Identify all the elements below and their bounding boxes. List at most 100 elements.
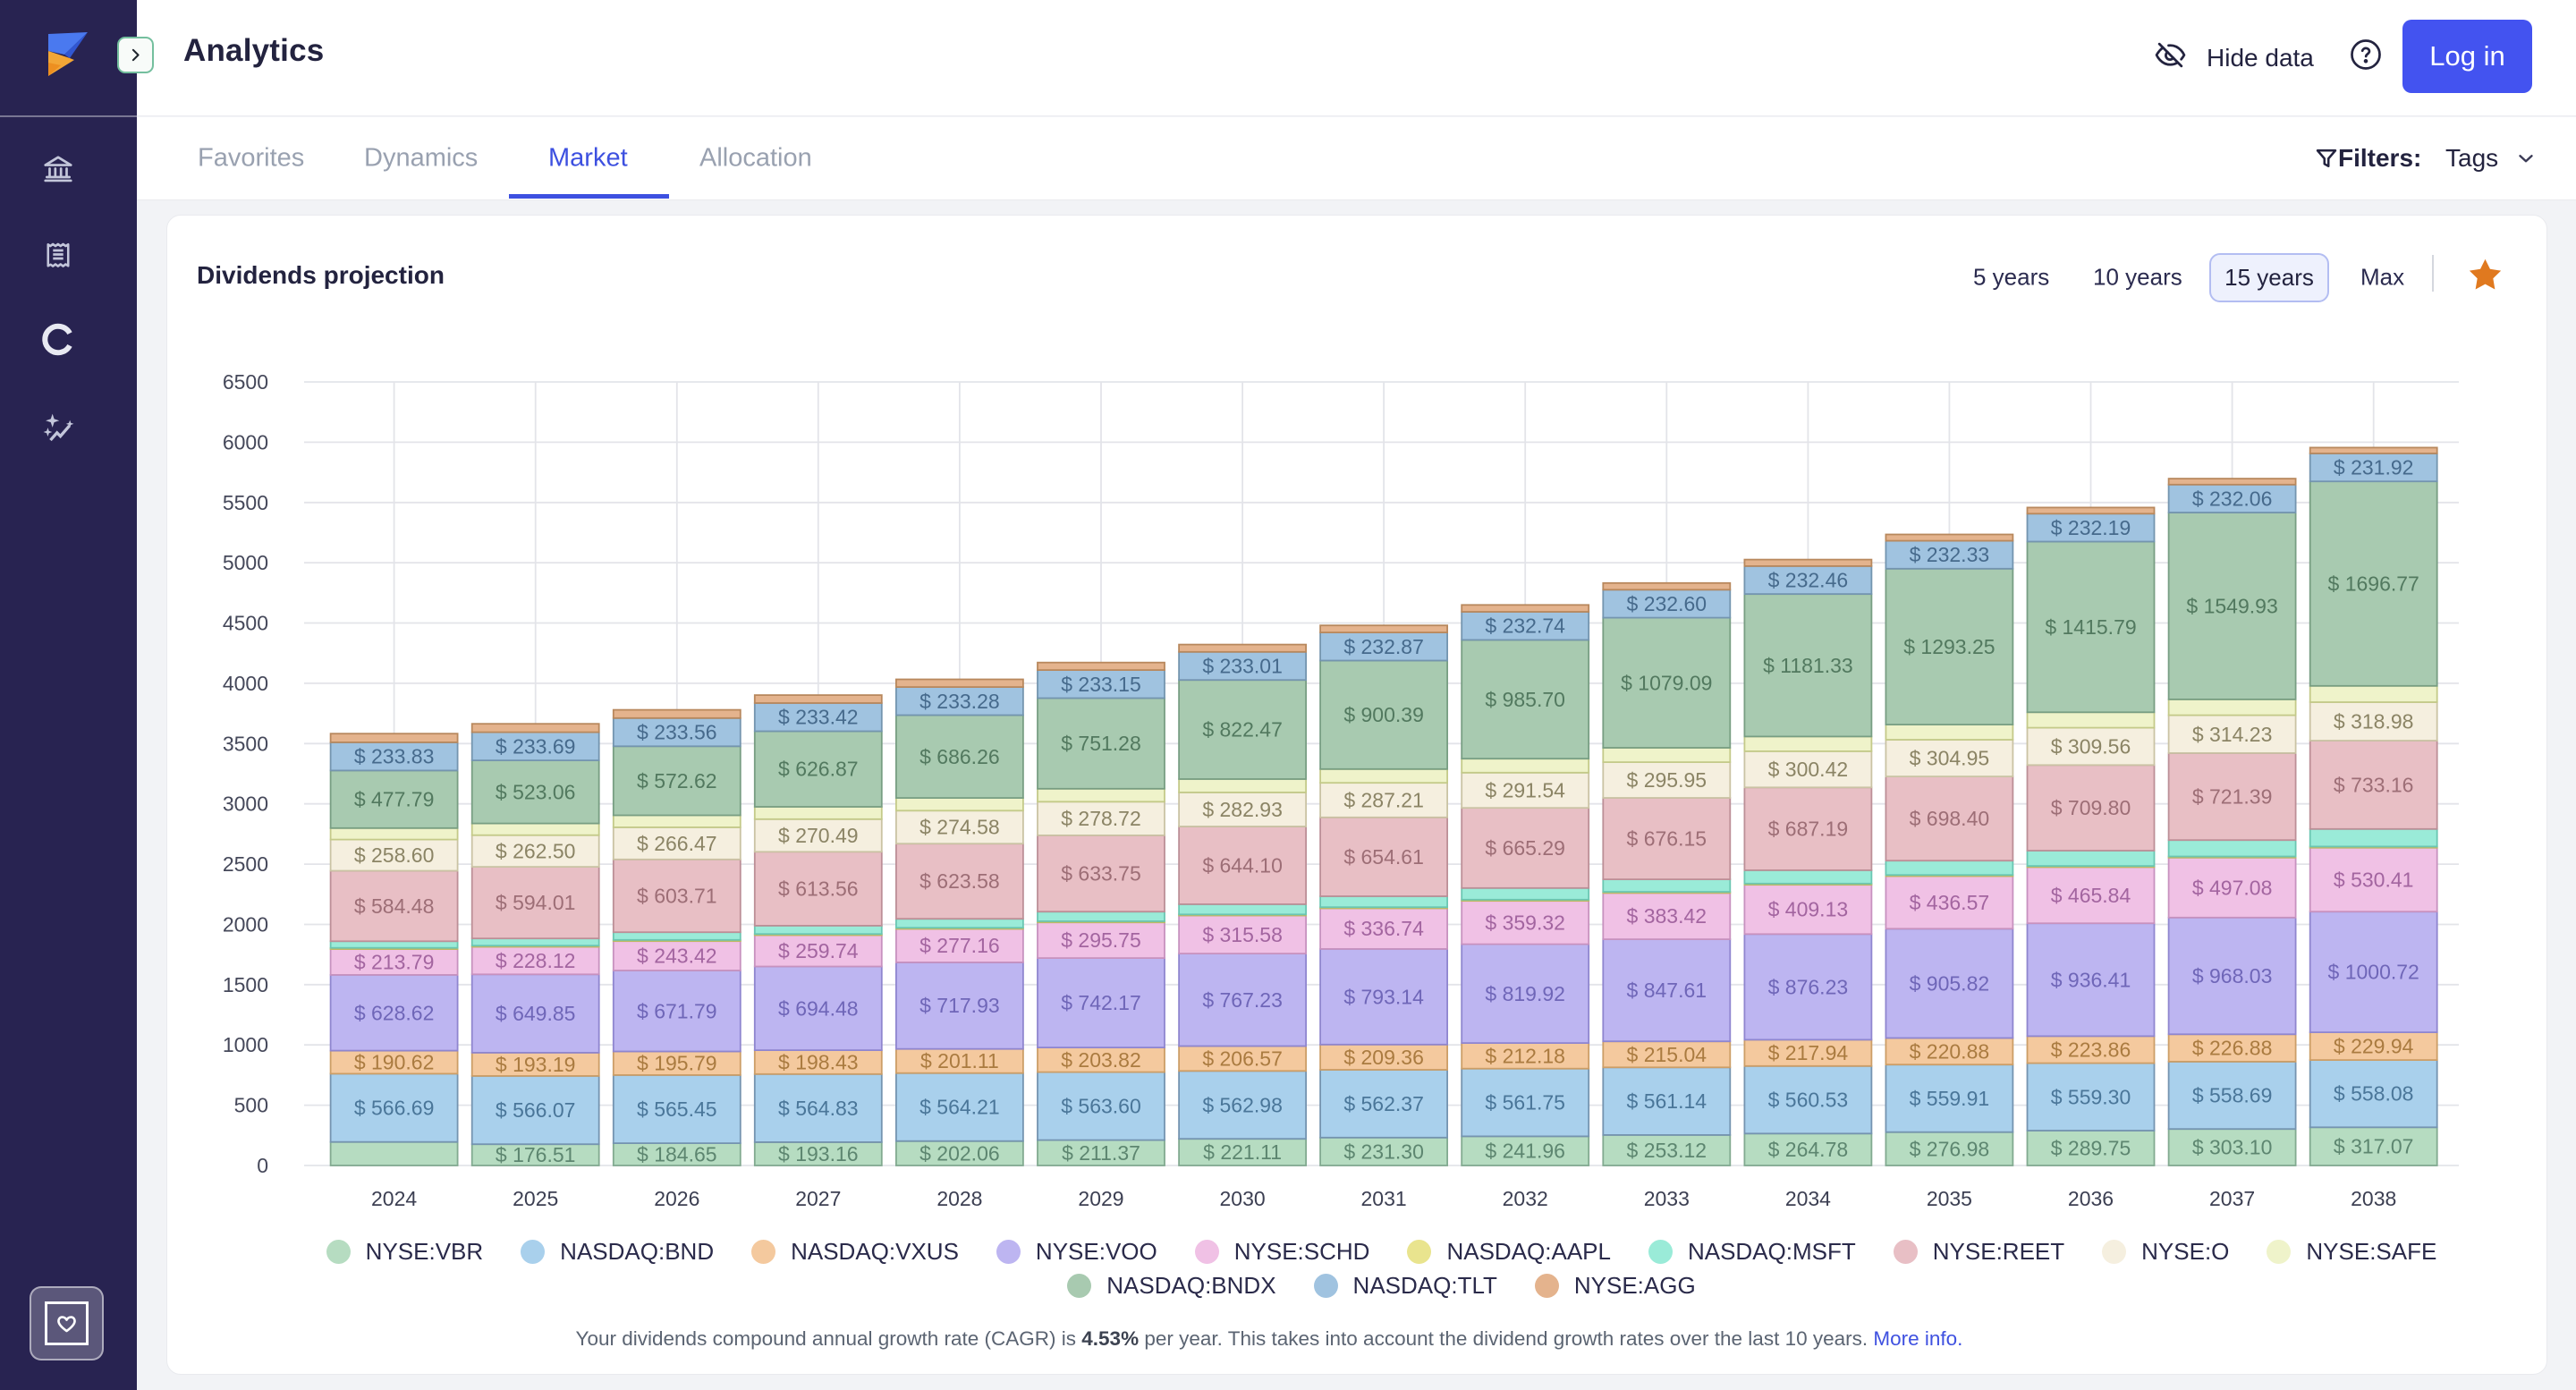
svg-text:4000: 4000 — [223, 672, 268, 695]
svg-text:$ 176.51: $ 176.51 — [496, 1143, 576, 1166]
svg-text:$ 253.12: $ 253.12 — [1627, 1139, 1707, 1162]
svg-text:$ 436.57: $ 436.57 — [1910, 891, 1990, 914]
svg-text:2033: 2033 — [1644, 1187, 1690, 1210]
svg-text:$ 304.95: $ 304.95 — [1910, 747, 1990, 770]
svg-text:$ 628.62: $ 628.62 — [354, 1001, 435, 1024]
svg-text:$ 905.82: $ 905.82 — [1910, 971, 1990, 995]
svg-text:$ 232.60: $ 232.60 — [1627, 592, 1707, 615]
svg-text:$ 231.30: $ 231.30 — [1343, 1140, 1424, 1163]
svg-text:$ 318.98: $ 318.98 — [2334, 710, 2414, 733]
svg-text:$ 566.69: $ 566.69 — [354, 1097, 435, 1120]
svg-text:$ 202.06: $ 202.06 — [919, 1141, 1000, 1165]
svg-text:$ 564.83: $ 564.83 — [778, 1097, 859, 1120]
svg-text:2028: 2028 — [936, 1187, 982, 1210]
svg-text:2025: 2025 — [513, 1187, 558, 1210]
svg-text:$ 212.18: $ 212.18 — [1485, 1044, 1565, 1067]
svg-text:$ 233.56: $ 233.56 — [637, 721, 717, 744]
svg-text:$ 193.19: $ 193.19 — [496, 1053, 576, 1076]
svg-text:$ 229.94: $ 229.94 — [2334, 1035, 2414, 1058]
svg-text:$ 709.80: $ 709.80 — [2051, 796, 2131, 819]
svg-text:$ 1696.77: $ 1696.77 — [2328, 572, 2419, 596]
svg-text:$ 1000.72: $ 1000.72 — [2328, 961, 2419, 984]
svg-text:$ 233.69: $ 233.69 — [496, 734, 576, 758]
svg-text:3500: 3500 — [223, 732, 268, 755]
svg-text:$ 295.75: $ 295.75 — [1061, 928, 1141, 952]
svg-text:6500: 6500 — [223, 370, 268, 394]
svg-text:$ 523.06: $ 523.06 — [496, 780, 576, 803]
svg-text:$ 203.82: $ 203.82 — [1061, 1048, 1141, 1072]
svg-text:2026: 2026 — [654, 1187, 699, 1210]
svg-text:$ 687.19: $ 687.19 — [1768, 818, 1849, 841]
svg-text:2029: 2029 — [1078, 1187, 1123, 1210]
svg-text:$ 190.62: $ 190.62 — [354, 1051, 435, 1074]
svg-text:$ 232.06: $ 232.06 — [2192, 487, 2273, 510]
svg-text:$ 572.62: $ 572.62 — [637, 769, 717, 792]
svg-text:$ 274.58: $ 274.58 — [919, 816, 1000, 839]
svg-text:$ 264.78: $ 264.78 — [1768, 1138, 1849, 1161]
svg-text:$ 259.74: $ 259.74 — [778, 939, 859, 962]
svg-text:$ 465.84: $ 465.84 — [2051, 884, 2131, 907]
svg-text:2000: 2000 — [223, 913, 268, 937]
svg-text:$ 564.21: $ 564.21 — [919, 1096, 1000, 1119]
svg-text:$ 295.95: $ 295.95 — [1627, 768, 1707, 792]
svg-text:$ 287.21: $ 287.21 — [1343, 789, 1424, 812]
svg-text:$ 221.11: $ 221.11 — [1203, 1140, 1282, 1164]
svg-text:3000: 3000 — [223, 792, 268, 816]
svg-text:$ 562.98: $ 562.98 — [1202, 1093, 1283, 1116]
svg-text:$ 985.70: $ 985.70 — [1485, 688, 1565, 711]
svg-text:$ 198.43: $ 198.43 — [778, 1051, 859, 1074]
svg-text:$ 626.87: $ 626.87 — [778, 758, 859, 781]
svg-text:$ 241.96: $ 241.96 — [1485, 1140, 1565, 1163]
svg-text:5500: 5500 — [223, 491, 268, 514]
svg-text:$ 314.23: $ 314.23 — [2192, 723, 2273, 746]
svg-text:$ 561.75: $ 561.75 — [1485, 1091, 1565, 1115]
svg-text:$ 594.01: $ 594.01 — [496, 891, 576, 914]
svg-text:$ 232.87: $ 232.87 — [1343, 635, 1424, 658]
svg-text:$ 213.79: $ 213.79 — [354, 951, 435, 974]
svg-text:$ 649.85: $ 649.85 — [496, 1002, 576, 1025]
svg-text:$ 563.60: $ 563.60 — [1061, 1095, 1141, 1118]
svg-text:$ 243.42: $ 243.42 — [637, 945, 717, 968]
svg-text:$ 266.47: $ 266.47 — [637, 832, 717, 855]
svg-text:$ 633.75: $ 633.75 — [1061, 862, 1141, 886]
svg-text:$ 742.17: $ 742.17 — [1061, 991, 1141, 1014]
svg-text:2031: 2031 — [1361, 1187, 1407, 1210]
svg-text:$ 584.48: $ 584.48 — [354, 894, 435, 918]
svg-text:$ 220.88: $ 220.88 — [1910, 1039, 1990, 1063]
svg-text:$ 233.83: $ 233.83 — [354, 745, 435, 768]
svg-text:$ 1549.93: $ 1549.93 — [2186, 595, 2277, 618]
svg-text:$ 530.41: $ 530.41 — [2334, 869, 2414, 892]
svg-text:$ 209.36: $ 209.36 — [1343, 1046, 1424, 1069]
svg-text:$ 233.01: $ 233.01 — [1202, 655, 1283, 678]
svg-text:$ 277.16: $ 277.16 — [919, 934, 1000, 957]
svg-text:$ 278.72: $ 278.72 — [1061, 807, 1141, 830]
svg-text:$ 317.07: $ 317.07 — [2334, 1135, 2414, 1158]
svg-text:$ 232.46: $ 232.46 — [1768, 569, 1849, 592]
svg-text:$ 559.30: $ 559.30 — [2051, 1085, 2131, 1108]
svg-text:$ 195.79: $ 195.79 — [637, 1052, 717, 1075]
svg-text:$ 184.65: $ 184.65 — [637, 1143, 717, 1166]
svg-text:$ 686.26: $ 686.26 — [919, 745, 1000, 768]
svg-text:$ 560.53: $ 560.53 — [1768, 1089, 1849, 1112]
svg-text:$ 558.08: $ 558.08 — [2334, 1082, 2414, 1106]
svg-text:$ 733.16: $ 733.16 — [2334, 773, 2414, 796]
svg-text:$ 623.58: $ 623.58 — [919, 869, 1000, 893]
svg-text:1500: 1500 — [223, 973, 268, 996]
svg-text:5000: 5000 — [223, 551, 268, 574]
svg-text:$ 900.39: $ 900.39 — [1343, 703, 1424, 726]
svg-text:$ 282.93: $ 282.93 — [1202, 798, 1283, 821]
svg-text:2036: 2036 — [2068, 1187, 2114, 1210]
svg-text:1000: 1000 — [223, 1033, 268, 1056]
svg-text:2024: 2024 — [371, 1187, 417, 1210]
svg-text:$ 228.12: $ 228.12 — [496, 949, 576, 972]
svg-text:$ 303.10: $ 303.10 — [2192, 1136, 2273, 1159]
svg-text:$ 698.40: $ 698.40 — [1910, 807, 1990, 830]
svg-text:$ 654.61: $ 654.61 — [1343, 845, 1424, 869]
svg-text:$ 300.42: $ 300.42 — [1768, 758, 1849, 781]
svg-text:$ 231.92: $ 231.92 — [2334, 456, 2414, 479]
svg-text:$ 1079.09: $ 1079.09 — [1621, 671, 1712, 694]
svg-text:4500: 4500 — [223, 612, 268, 635]
svg-text:2027: 2027 — [795, 1187, 841, 1210]
svg-text:$ 694.48: $ 694.48 — [778, 996, 859, 1020]
svg-text:$ 291.54: $ 291.54 — [1485, 779, 1565, 802]
